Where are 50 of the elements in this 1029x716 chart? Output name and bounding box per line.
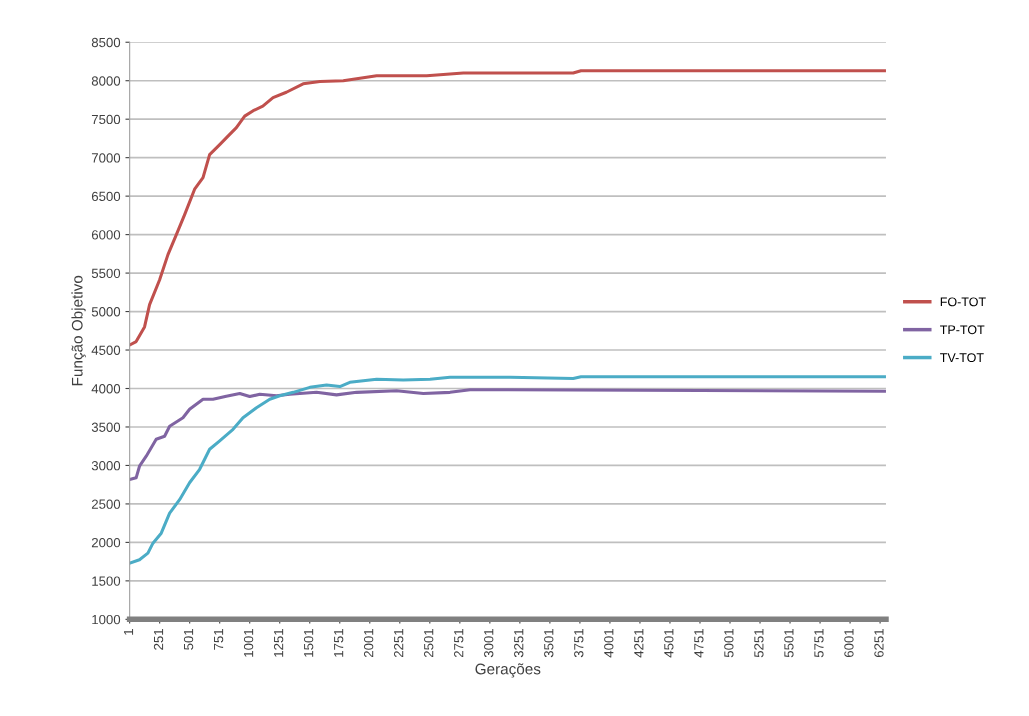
x-tick-label: 5001 <box>724 629 734 658</box>
y-tick-label: 1500 <box>92 576 121 586</box>
legend-label: TV-TOT <box>940 353 984 363</box>
y-tick-label: 3500 <box>91 422 121 432</box>
y-axis-title: Função Objetivo <box>71 275 86 386</box>
y-tick-label: 4500 <box>91 345 121 355</box>
x-tick-label: 4001 <box>604 629 614 658</box>
x-tick-label: 3501 <box>544 629 554 658</box>
x-tick-label: 1001 <box>243 629 254 657</box>
x-tick-label: 2001 <box>363 629 374 658</box>
y-tick-label: 7000 <box>91 153 121 163</box>
x-axis-title: Gerações <box>475 663 541 678</box>
x-tick-label: 1 <box>123 629 134 635</box>
y-tick-label: 3000 <box>91 461 121 471</box>
x-tick-label: 3751 <box>574 629 584 658</box>
y-tick-label: 5500 <box>91 268 121 278</box>
x-tick-label: 501 <box>183 629 194 650</box>
y-tick-label: 6500 <box>91 191 121 202</box>
x-tick-label: 4501 <box>664 629 674 658</box>
x-tick-label: 4251 <box>634 629 644 658</box>
x-tick-label: 2751 <box>454 629 464 658</box>
x-tick-label: 6001 <box>844 629 854 658</box>
line-series <box>129 69 886 347</box>
x-tick-label: 751 <box>214 629 224 650</box>
x-tick-label: 6251 <box>874 629 884 658</box>
x-tick-label: 5501 <box>784 629 794 658</box>
x-tick-label: 5751 <box>814 629 824 658</box>
legend-label: FO-TOT <box>940 297 986 307</box>
x-tick-label: 1501 <box>303 629 314 657</box>
x-tick-label: 251 <box>153 629 164 650</box>
x-tick-label: 1251 <box>273 629 284 657</box>
legend-label: TP-TOT <box>940 325 985 335</box>
line-series <box>129 388 886 482</box>
x-tick-label: 3251 <box>514 629 524 658</box>
y-tick-label: 4000 <box>91 384 121 394</box>
line-series <box>129 375 886 565</box>
y-tick-label: 2500 <box>91 499 121 509</box>
x-tick-label: 4751 <box>694 629 704 658</box>
y-tick-label: 5000 <box>91 307 121 317</box>
x-tick-label: 5251 <box>754 629 764 658</box>
x-tick-label: 3001 <box>484 629 494 658</box>
x-tick-label: 2251 <box>394 629 404 658</box>
y-tick-label: 6000 <box>91 230 121 240</box>
y-tick-label: 8000 <box>91 76 121 86</box>
x-tick-label: 1751 <box>334 629 344 657</box>
y-tick-label: 8500 <box>91 37 121 48</box>
y-tick-label: 2000 <box>91 537 121 548</box>
x-tick-label: 2501 <box>424 629 434 658</box>
y-tick-label: 1000 <box>92 614 121 625</box>
y-tick-label: 7500 <box>91 114 121 125</box>
